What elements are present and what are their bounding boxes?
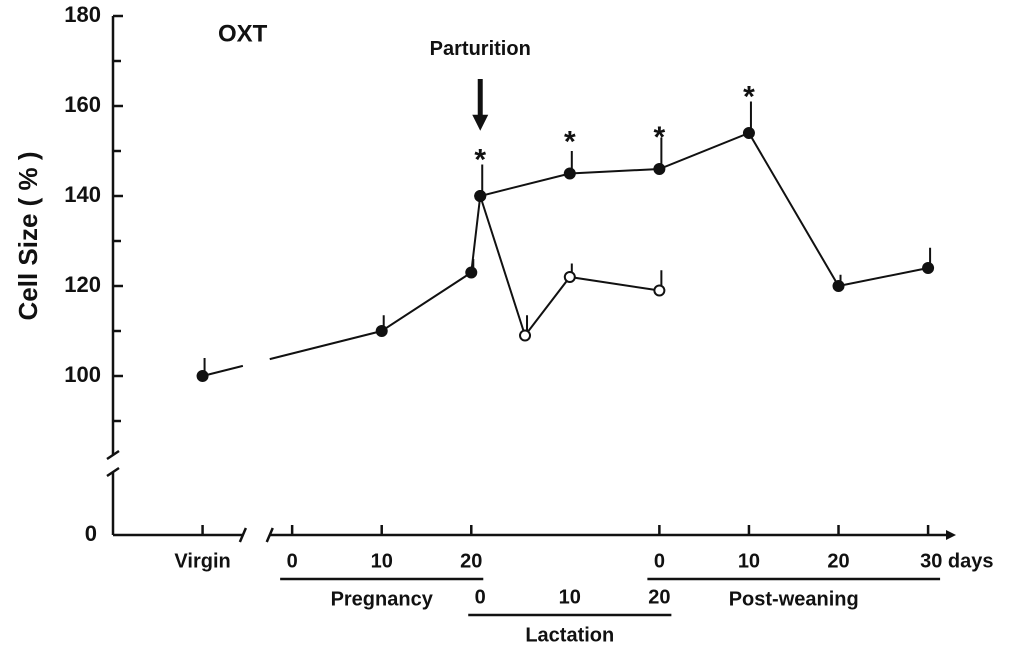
x-tick-label: 10 — [371, 550, 393, 572]
x-tick-label: 0 — [287, 550, 298, 572]
series-line — [202, 131, 929, 377]
axis-break — [106, 449, 120, 478]
marker — [653, 163, 666, 175]
group-label: Post-weaning — [729, 588, 859, 610]
marker — [742, 127, 755, 139]
marker — [196, 370, 209, 382]
y-tick-label: 180 — [64, 2, 101, 27]
x-axis-arrow — [946, 530, 956, 540]
y-tick-label: 0 — [85, 521, 97, 546]
annotation: Parturition — [430, 38, 531, 60]
x-tick-label: 0 — [654, 550, 665, 572]
x-tick-label: 10 — [738, 550, 760, 572]
marker — [563, 271, 576, 283]
significance-mark: * — [474, 143, 486, 176]
group-label: Lactation — [525, 624, 614, 646]
axis-break — [238, 527, 274, 543]
x-tick-label: 0 — [475, 586, 486, 608]
series-line — [479, 195, 660, 338]
significance-mark: * — [743, 80, 755, 113]
significance-mark: * — [654, 121, 666, 154]
marker — [922, 262, 935, 274]
group-label: Pregnancy — [331, 588, 434, 610]
marker — [832, 280, 845, 292]
y-tick-label: 120 — [64, 272, 101, 297]
y-tick-label: 100 — [64, 362, 101, 387]
marker — [519, 329, 532, 342]
x-tick-label: 20 — [648, 586, 670, 608]
marker — [563, 167, 576, 180]
marker — [375, 325, 388, 337]
chart-title: OXT — [218, 20, 268, 47]
significance-mark: * — [564, 125, 576, 158]
marker — [653, 284, 666, 297]
x-tick-label: 20 — [827, 550, 849, 572]
marker — [474, 190, 487, 202]
x-tick-label: 10 — [559, 586, 581, 608]
x-tick-label: 20 — [460, 550, 482, 572]
x-tick-label: Virgin — [174, 550, 230, 572]
y-tick-label: 160 — [64, 92, 101, 117]
x-tick-label: 30 days — [920, 550, 993, 572]
y-tick-label: 140 — [64, 182, 101, 207]
y-axis-label: Cell Size ( % ) — [13, 151, 43, 320]
marker — [465, 266, 478, 279]
annotation-arrowhead — [472, 114, 489, 131]
